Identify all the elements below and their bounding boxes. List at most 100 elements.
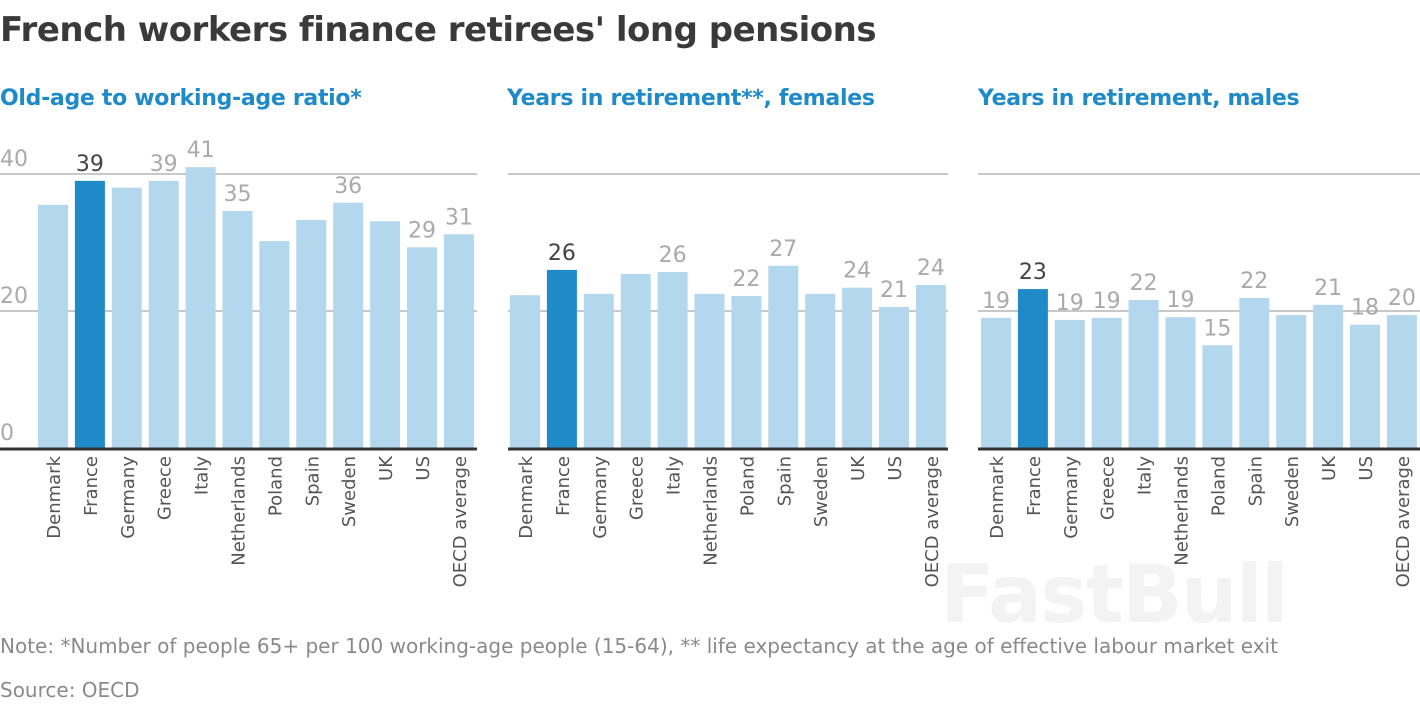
x-tick-label: Denmark: [987, 455, 1008, 538]
data-label: 31: [445, 205, 473, 230]
x-tick-label: Italy: [192, 456, 213, 495]
panel-1-title: Old-age to working-age ratio*: [0, 86, 362, 111]
data-label: 39: [76, 152, 104, 177]
bar-netherlands: [222, 210, 253, 448]
bar-us: [1350, 324, 1380, 448]
bar-oecd-average: [915, 284, 946, 448]
data-label: 23: [1019, 260, 1047, 285]
x-tick-label: Denmark: [44, 455, 65, 538]
x-tick-label: Italy: [664, 456, 685, 495]
x-tick-label: Germany: [118, 456, 139, 539]
data-label: 27: [769, 237, 797, 262]
bar-germany: [583, 293, 614, 448]
x-tick-label: US: [1356, 456, 1377, 481]
x-tick-label: Sweden: [1282, 456, 1303, 527]
bar-greece: [1091, 317, 1122, 448]
bar-poland: [1202, 345, 1233, 448]
data-label: 22: [1240, 269, 1268, 294]
bar-greece: [148, 180, 179, 448]
data-label: 19: [1093, 289, 1121, 314]
bar-france: [546, 269, 577, 448]
x-tick-label: France: [553, 456, 574, 516]
x-tick-label: Italy: [1135, 456, 1156, 495]
x-tick-label: France: [81, 456, 102, 516]
x-tick-label: UK: [848, 455, 869, 481]
bar-poland: [259, 241, 290, 448]
x-tick-label: Netherlands: [701, 456, 722, 566]
x-tick-label: Spain: [302, 456, 323, 506]
bar-netherlands: [694, 293, 725, 448]
bar-uk: [842, 287, 873, 448]
bar-france: [74, 180, 105, 448]
y-tick-label: 20: [0, 284, 28, 309]
data-label: 41: [187, 138, 215, 163]
x-tick-label: Poland: [1208, 456, 1229, 516]
x-tick-label: US: [413, 456, 434, 481]
bar-uk: [1313, 304, 1344, 448]
data-label: 22: [732, 267, 760, 292]
x-tick-label: Sweden: [811, 456, 832, 527]
panel-3-title: Years in retirement, males: [978, 86, 1300, 111]
x-tick-label: UK: [1319, 455, 1340, 481]
x-tick-label: US: [885, 456, 906, 481]
bar-netherlands: [1165, 317, 1196, 448]
bar-italy: [1128, 300, 1159, 448]
watermark-logo: FastBull: [940, 548, 1289, 641]
data-label: 24: [843, 259, 871, 284]
x-tick-label: Germany: [1061, 456, 1082, 539]
x-tick-label: OECD average: [922, 456, 943, 587]
bar-greece: [620, 274, 651, 448]
x-tick-label: France: [1024, 456, 1045, 516]
bar-oecd-average: [443, 234, 474, 448]
data-label: 39: [150, 152, 178, 177]
bar-denmark: [981, 317, 1011, 448]
data-label: 36: [334, 174, 362, 199]
data-label: 26: [659, 243, 687, 268]
data-label: 19: [1056, 291, 1084, 316]
data-label: 22: [1130, 271, 1158, 296]
x-tick-label: UK: [376, 455, 397, 481]
bar-sweden: [1276, 315, 1307, 448]
footnote: Note: *Number of people 65+ per 100 work…: [0, 634, 1278, 658]
x-tick-label: Netherlands: [1172, 456, 1193, 566]
bar-us: [407, 247, 437, 448]
x-tick-label: Germany: [590, 456, 611, 539]
x-tick-label: Denmark: [516, 455, 537, 538]
bar-denmark: [510, 295, 540, 448]
bar-us: [879, 306, 909, 448]
x-tick-label: Greece: [1098, 456, 1119, 520]
bar-uk: [370, 221, 401, 448]
x-tick-label: OECD average: [1393, 456, 1414, 587]
bar-spain: [296, 219, 327, 448]
data-label: 35: [224, 182, 252, 207]
bar-sweden: [805, 293, 836, 448]
x-tick-label: Spain: [774, 456, 795, 506]
data-label: 24: [917, 256, 945, 281]
data-label: 19: [982, 289, 1010, 314]
data-label: 21: [1314, 276, 1342, 301]
x-tick-label: Spain: [1245, 456, 1266, 506]
bar-sweden: [333, 202, 364, 448]
bar-spain: [768, 265, 799, 448]
bar-denmark: [38, 204, 68, 448]
bar-italy: [185, 167, 216, 448]
data-label: 21: [880, 278, 908, 303]
source-note: Source: OECD: [0, 678, 140, 702]
x-tick-label: Sweden: [339, 456, 360, 527]
y-tick-label: 40: [0, 147, 28, 172]
bar-oecd-average: [1386, 315, 1417, 448]
data-label: 29: [408, 218, 436, 243]
x-tick-label: Poland: [737, 456, 758, 516]
x-tick-label: Poland: [265, 456, 286, 516]
chart-title: French workers finance retirees' long pe…: [0, 10, 877, 50]
data-label: 18: [1351, 296, 1379, 321]
bar-poland: [731, 295, 762, 448]
data-label: 19: [1167, 288, 1195, 313]
bar-germany: [1054, 319, 1085, 448]
bar-germany: [111, 187, 142, 448]
x-tick-label: Greece: [627, 456, 648, 520]
data-label: 26: [548, 241, 576, 266]
data-label: 20: [1388, 286, 1416, 311]
x-tick-label: OECD average: [450, 456, 471, 587]
